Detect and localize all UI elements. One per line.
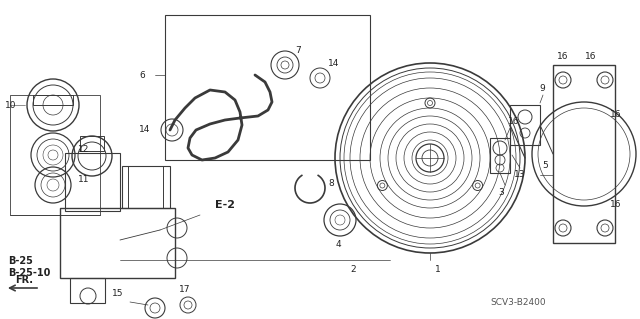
Text: 12: 12 [78, 145, 90, 154]
Text: B-25-10: B-25-10 [8, 268, 51, 278]
Text: E-2: E-2 [215, 200, 235, 210]
Bar [10, 95, 100, 215]
Text: 16: 16 [585, 52, 596, 61]
Bar [60, 208, 175, 278]
Text: 1: 1 [435, 265, 441, 274]
Bar [122, 166, 170, 208]
Text: 5: 5 [542, 161, 548, 170]
Bar [70, 278, 105, 303]
Text: 10: 10 [5, 100, 17, 109]
Text: FR.: FR. [15, 275, 33, 285]
Text: 8: 8 [328, 179, 333, 188]
Text: 2: 2 [350, 265, 356, 274]
Text: 16: 16 [557, 52, 568, 61]
Bar [165, 15, 370, 160]
Text: 11: 11 [78, 175, 90, 184]
Bar [490, 138, 510, 173]
Text: 4: 4 [335, 240, 341, 249]
Text: 13: 13 [514, 170, 525, 179]
Text: 15: 15 [112, 289, 124, 298]
Text: SCV3-B2400: SCV3-B2400 [490, 298, 546, 307]
Bar [65, 153, 120, 211]
Bar [80, 136, 104, 151]
Text: 14: 14 [328, 59, 339, 68]
Text: 16: 16 [610, 200, 621, 209]
Text: 16: 16 [610, 110, 621, 119]
Bar [510, 105, 540, 145]
Text: 16: 16 [508, 117, 520, 126]
Text: 6: 6 [140, 70, 145, 79]
Text: 17: 17 [179, 285, 191, 294]
Bar [128, 166, 163, 208]
Text: 9: 9 [539, 84, 545, 93]
Bar [33, 95, 73, 105]
Text: 7: 7 [295, 46, 301, 55]
Text: B-25: B-25 [8, 256, 33, 266]
Text: 3: 3 [498, 188, 504, 197]
Bar [553, 65, 615, 243]
Text: 14: 14 [139, 125, 150, 135]
